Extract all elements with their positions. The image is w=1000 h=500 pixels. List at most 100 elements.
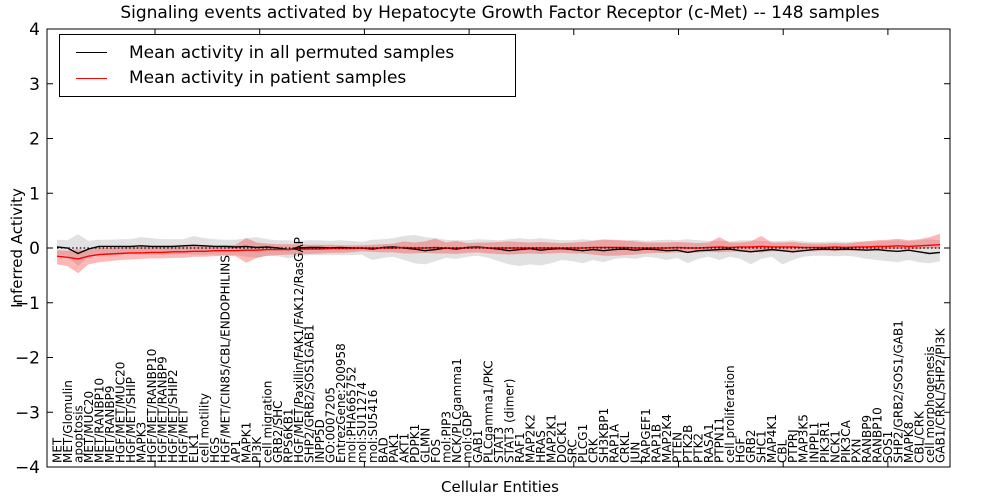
x-category-label: INPP5D — [313, 419, 327, 463]
permuted-confidence-band — [57, 234, 940, 267]
x-category-label: GO:0007205 — [324, 387, 338, 463]
x-category-label: CBL — [776, 439, 790, 463]
x-category-label: MET/MUC20 — [82, 391, 96, 463]
x-category-label: PXN — [849, 439, 863, 463]
x-category-label: JUN — [629, 442, 643, 464]
x-category-label: HGF/MET/CIN85/CBL/ENDOPHILINS — [219, 255, 233, 463]
legend-label-permuted: Mean activity in all permuted samples — [129, 42, 455, 63]
y-tick-label: −3 — [15, 403, 40, 423]
x-category-label: NCK/PLCgamma1 — [450, 358, 464, 463]
x-category-label: PI3K — [250, 436, 264, 463]
x-category-label: HGF/MET — [177, 408, 191, 463]
x-category-label: STAT3 — [492, 427, 506, 463]
y-tick-label: −4 — [15, 458, 40, 478]
x-category-label: RASA1 — [702, 423, 716, 463]
x-category-label: MET/Glomulin — [61, 380, 75, 463]
x-category-label: PTPN11 — [713, 417, 727, 463]
x-category-label: cell morphogenesis — [923, 346, 937, 463]
x-category-label: SHP2/GRB2/SOS1GAB1 — [303, 324, 317, 463]
x-category-label: EntrezGene:200958 — [334, 343, 348, 463]
chart-title: Signaling events activated by Hepatocyte… — [120, 3, 880, 23]
x-category-label: SHC1 — [755, 430, 769, 463]
x-category-label: HGF/MET/RANBP10 — [145, 349, 159, 463]
x-category-label: PIK3CA — [839, 419, 853, 463]
x-category-label: MAP4K1 — [765, 414, 779, 463]
x-category-label: NCK1 — [828, 430, 842, 463]
x-category-label: CBL/CRK — [912, 410, 926, 463]
x-category-label: HGF/MET/SHIP — [124, 377, 138, 463]
x-category-label: CRKL — [618, 431, 632, 463]
x-category-label: PTK2 — [692, 433, 706, 463]
x-category-label: RAP1B — [650, 424, 664, 463]
x-category-label: MAPK3 — [135, 422, 149, 463]
x-category-label: SOS1 — [881, 431, 895, 463]
x-category-label: MAP2K2 — [523, 414, 537, 463]
x-axis-label: Cellular Entities — [441, 478, 559, 496]
x-category-label: RANBP10 — [870, 407, 884, 463]
x-category-label: MET — [50, 437, 64, 463]
x-category-label: PTEN — [671, 432, 685, 463]
x-category-label: INPPL1 — [807, 422, 821, 463]
x-category-label: SRC — [566, 439, 580, 463]
y-tick-label: 3 — [29, 75, 40, 95]
x-category-label: mol:PIP3 — [439, 411, 453, 463]
x-category-label: FOS — [429, 439, 443, 463]
x-category-label: GRB2/SHC — [271, 400, 285, 463]
x-category-label: HGS — [208, 437, 222, 463]
permuted-line-sample — [76, 52, 107, 54]
x-category-label: HGF — [734, 438, 748, 463]
x-category-label: cell proliferation — [723, 365, 737, 463]
x-category-label: MAP3K5 — [797, 414, 811, 463]
patient-line-sample — [76, 77, 107, 79]
y-tick-label: 0 — [29, 239, 40, 259]
patient-confidence-band — [57, 233, 940, 274]
x-category-label: mol:PHA665752 — [345, 366, 359, 463]
x-category-label: AP1 — [229, 440, 243, 463]
x-category-label: GAB1 — [471, 430, 485, 463]
x-category-label: PLCG1 — [576, 424, 590, 463]
x-category-label: HGF/MET/Paxillin/FAK1/FAK12/RasGAP — [292, 237, 306, 463]
x-category-label: apoptosis — [71, 405, 85, 463]
x-category-label: MAPK8 — [902, 422, 916, 463]
legend-item-permuted: Mean activity in all permuted samples — [66, 43, 509, 63]
y-tick-label: −1 — [15, 294, 40, 314]
y-axis-ticks: −4 −3 −2 −1 0 1 2 3 4 — [15, 20, 950, 478]
x-category-label: ELK1 — [187, 433, 201, 463]
x-category-label: STAT3 (dimer) — [502, 379, 516, 463]
y-tick-label: 2 — [29, 130, 40, 150]
x-category-label: PAK1 — [387, 433, 401, 463]
x-category-label: HGF/MET/MUC20 — [114, 362, 128, 463]
x-category-label: RPS6KB1 — [282, 408, 296, 463]
x-category-label: GLMN — [418, 428, 432, 463]
x-category-label: PTK2B — [681, 425, 695, 463]
y-tick-label: 4 — [29, 20, 40, 40]
x-category-label: HGF/MET/SHIP2 — [166, 369, 180, 463]
x-category-label: HRAS — [534, 430, 548, 463]
x-category-label: GAB1/CRKL/SHP2/PI3K — [933, 327, 947, 463]
x-category-label: PDPK1 — [408, 424, 422, 463]
x-category-label: mol:SU5416 — [366, 390, 380, 463]
x-category-label: MAPK1 — [240, 422, 254, 463]
x-category-label: SHP2/GRB2/SOS1/GAB1 — [891, 320, 905, 463]
x-category-label: BAD — [376, 437, 390, 463]
y-tick-label: −2 — [15, 349, 40, 369]
x-category-label: GRB2 — [744, 429, 758, 463]
x-category-label: RANBP9 — [860, 415, 874, 463]
x-category-label: MET/RANBP9 — [103, 386, 117, 463]
y-tick-label: 1 — [29, 184, 40, 204]
legend-item-patient: Mean activity in patient samples — [66, 68, 509, 88]
permuted-mean-line — [56, 244, 941, 255]
x-category-label: RAP1A — [608, 423, 622, 463]
x-category-label: cell migration — [261, 381, 275, 463]
x-category-label: AKT1 — [397, 433, 411, 463]
x-category-label: DOCK1 — [555, 420, 569, 463]
x-category-label: mol:SU11274 — [355, 382, 369, 463]
x-category-label: CRK — [587, 437, 601, 463]
x-category-label: SH3KBP1 — [597, 408, 611, 463]
x-category-label: RAF1 — [513, 432, 527, 463]
legend-label-patient: Mean activity in patient samples — [129, 68, 407, 89]
x-category-label: PIK3R1 — [818, 421, 832, 463]
